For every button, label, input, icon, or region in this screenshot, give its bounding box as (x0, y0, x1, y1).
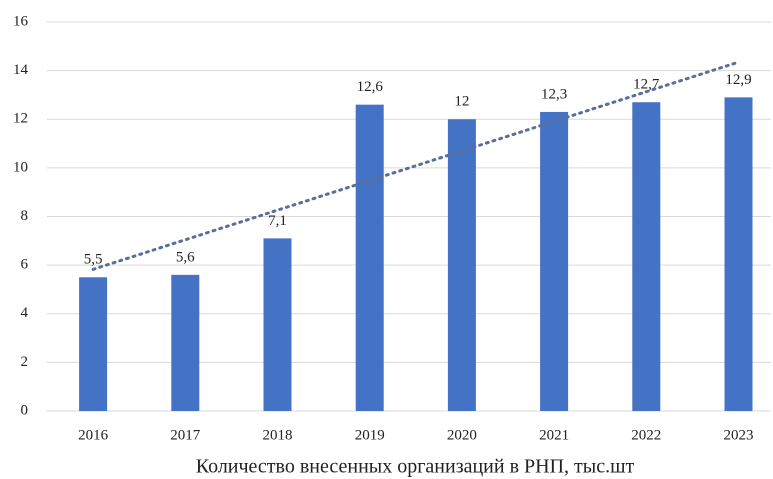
y-tick-label: 6 (21, 257, 29, 273)
y-tick-label: 16 (13, 13, 29, 29)
x-tick-label: 2019 (355, 427, 385, 443)
bar (263, 238, 292, 411)
bar (171, 274, 200, 411)
x-tick-label: 2018 (263, 427, 293, 443)
bar (540, 111, 569, 412)
chart-title: Количество внесенных организаций в РНП, … (196, 456, 635, 478)
x-tick-label: 2023 (724, 427, 754, 443)
bar (447, 119, 476, 411)
x-tick-label: 2021 (539, 427, 569, 443)
bar (79, 277, 108, 411)
bar (632, 102, 661, 411)
y-tick-label: 10 (13, 159, 28, 175)
y-tick-label: 8 (21, 208, 29, 224)
y-tick-label: 12 (13, 111, 28, 127)
bar (724, 97, 753, 412)
data-label: 12,3 (541, 86, 567, 102)
data-label: 5,5 (84, 252, 103, 268)
x-tick-label: 2022 (631, 427, 661, 443)
y-tick-label: 0 (21, 402, 29, 418)
y-tick-label: 4 (21, 305, 29, 321)
y-tick-label: 14 (13, 62, 29, 78)
x-tick-label: 2020 (447, 427, 477, 443)
trendline (91, 60, 740, 271)
data-label: 12 (454, 94, 469, 110)
data-label: 12,9 (725, 72, 751, 88)
data-label: 12,6 (357, 79, 384, 95)
data-label: 5,6 (176, 249, 195, 265)
data-label: 7,1 (268, 213, 287, 229)
x-tick-label: 2016 (78, 427, 109, 443)
x-tick-label: 2017 (170, 427, 201, 443)
y-tick-label: 2 (21, 354, 29, 370)
bar (355, 104, 384, 411)
